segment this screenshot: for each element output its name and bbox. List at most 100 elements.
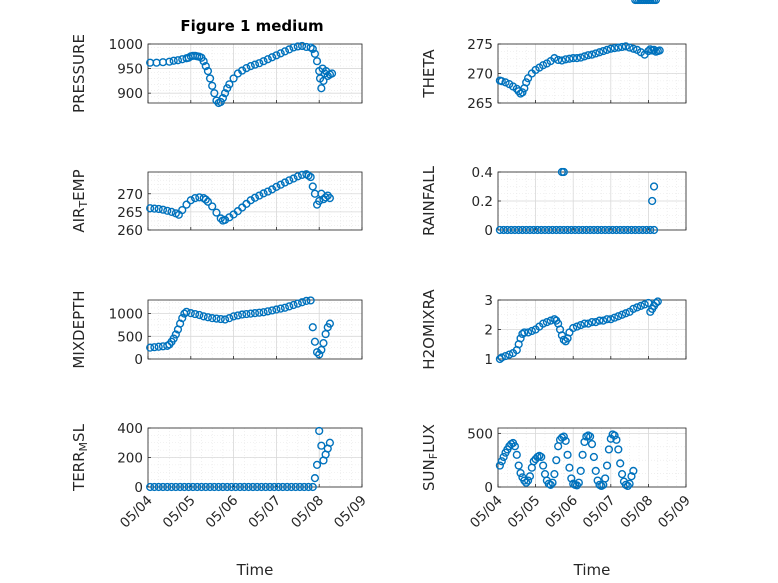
y-axis-label: SUNFLUX (420, 424, 440, 491)
data-point (565, 54, 574, 63)
data-point (308, 44, 317, 54)
data-point (505, 350, 514, 359)
x-axis-label: Time (236, 561, 274, 579)
data-point (268, 185, 277, 194)
data-point (295, 482, 305, 492)
data-point (567, 225, 576, 235)
data-point (289, 174, 298, 183)
data-point (289, 300, 298, 310)
data-point (210, 89, 219, 98)
data-point (146, 343, 155, 352)
data-point (291, 482, 300, 492)
data-point (649, 225, 659, 235)
data-point (250, 309, 260, 318)
data-point (280, 178, 290, 187)
data-point (520, 328, 529, 337)
data-point (210, 482, 219, 492)
data-point (537, 225, 546, 235)
data-point (231, 482, 240, 492)
data-point (586, 432, 595, 441)
data-point (225, 80, 234, 89)
data-point (563, 450, 572, 459)
y-tick-label: 2 (484, 323, 493, 339)
data-point (522, 78, 531, 87)
data-point (167, 207, 176, 216)
data-point (310, 337, 320, 346)
data-point (306, 296, 315, 305)
data-point (514, 461, 523, 470)
data-point (648, 196, 657, 206)
data-point (537, 452, 546, 462)
data-point (542, 318, 551, 327)
data-point (572, 54, 582, 63)
y-tick-label: 0.2 (472, 194, 493, 210)
data-point (308, 182, 317, 191)
data-point (259, 308, 268, 317)
data-point (220, 315, 230, 324)
data-point (250, 193, 260, 202)
data-point (272, 182, 281, 191)
data-point (263, 307, 272, 316)
data-point (173, 56, 183, 65)
data-point (610, 313, 619, 322)
data-point (246, 62, 255, 71)
data-point (188, 482, 198, 492)
y-axis-label: RAINFALL (420, 165, 438, 236)
data-point (587, 318, 597, 327)
data-point (529, 225, 538, 235)
y-tick-label: 3 (484, 293, 493, 309)
data-point (276, 304, 285, 313)
data-point (629, 466, 638, 476)
data-point (285, 302, 294, 311)
data-point (169, 56, 178, 65)
data-point (171, 482, 180, 492)
data-point (559, 225, 568, 235)
data-point (629, 44, 638, 53)
data-point (259, 57, 268, 66)
data-point (186, 196, 195, 205)
data-point (216, 97, 225, 107)
data-point (601, 474, 610, 483)
data-point (197, 482, 206, 492)
data-point (617, 42, 627, 52)
data-point (308, 323, 317, 332)
data-point (627, 472, 636, 481)
data-point (205, 74, 215, 83)
data-point (280, 47, 290, 56)
data-point (514, 225, 523, 235)
data-point (561, 55, 570, 64)
y-tick-label: 260 (117, 223, 143, 239)
y-tick-label: 1000 (109, 307, 143, 323)
data-point (610, 44, 619, 53)
data-point (146, 204, 155, 213)
axes-box (147, 299, 363, 360)
x-axis-label: Time (573, 561, 611, 579)
data-point (631, 225, 640, 235)
data-point (610, 431, 619, 440)
data-point (599, 46, 608, 56)
data-point (503, 225, 512, 235)
data-point (572, 322, 582, 331)
data-point (257, 482, 266, 492)
data-point (546, 480, 555, 489)
data-point (178, 314, 187, 323)
data-point (520, 476, 529, 485)
data-point (593, 476, 602, 485)
data-point (199, 57, 208, 66)
data-point (223, 482, 232, 492)
y-tick-label: 500 (467, 426, 493, 442)
data-point (325, 438, 335, 447)
data-point (621, 309, 630, 318)
data-point (315, 196, 324, 206)
subplot-theta: 265 270 275 THETA (420, 37, 687, 112)
data-point (625, 43, 634, 52)
y-tick-label: 950 (117, 62, 143, 78)
data-point (627, 225, 636, 235)
y-tick-label: 900 (117, 86, 143, 102)
data-point (591, 318, 600, 327)
data-point (312, 57, 322, 66)
data-point (563, 225, 572, 235)
data-point (544, 225, 553, 235)
data-point (255, 59, 264, 68)
